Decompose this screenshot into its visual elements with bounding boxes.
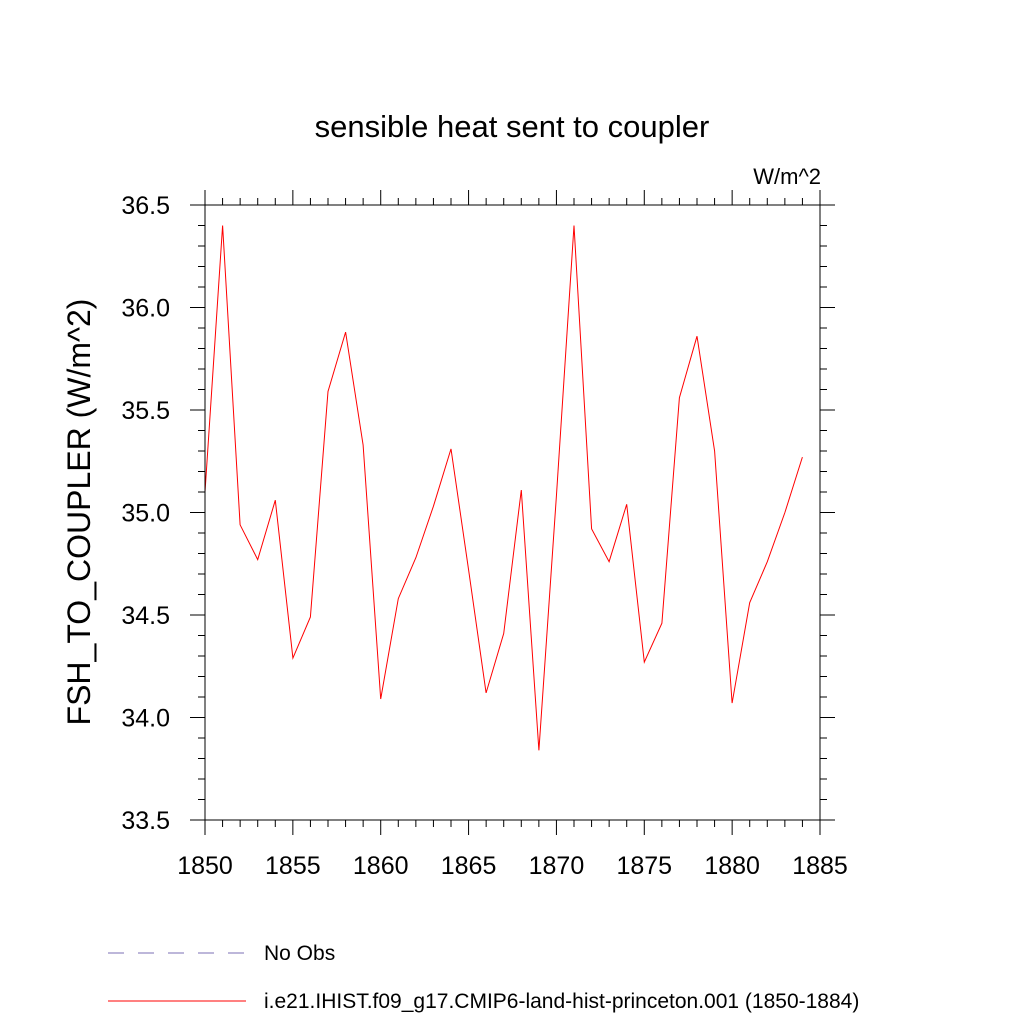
series-lines: [204, 225, 803, 751]
legend-entry-no-obs: No Obs: [264, 942, 335, 965]
y-tick-label: 34.0: [121, 705, 170, 733]
x-tick-label: 1885: [792, 852, 848, 880]
y-tick-label: 35.5: [121, 397, 170, 425]
y-tick-label: 35.0: [121, 500, 170, 528]
y-tick-label: 33.5: [121, 807, 170, 835]
units-label: W/m^2: [753, 164, 821, 189]
legend: No Obs i.e21.IHIST.f09_g17.CMIP6-land-hi…: [108, 942, 859, 1013]
y-tick-label: 36.0: [121, 295, 170, 323]
y-tick-label: 34.5: [121, 602, 170, 630]
axis-ticks: [190, 190, 835, 835]
y-tick-label: 36.5: [121, 192, 170, 220]
legend-entry-model-run: i.e21.IHIST.f09_g17.CMIP6-land-hist-prin…: [264, 990, 859, 1013]
x-tick-label: 1850: [177, 852, 233, 880]
x-tick-label: 1880: [704, 852, 760, 880]
plot-frame: [204, 204, 821, 821]
y-axis-label: FSH_TO_COUPLER (W/m^2): [61, 299, 97, 726]
x-tick-label: 1865: [441, 852, 497, 880]
x-tick-label: 1855: [265, 852, 321, 880]
x-tick-label: 1860: [353, 852, 409, 880]
tick-labels: 1850 1855 1860 1865 1870 1875 1880 1885 33.5 34.0…: [121, 192, 847, 880]
x-tick-label: 1870: [529, 852, 585, 880]
x-tick-label: 1875: [616, 852, 672, 880]
chart-title: sensible heat sent to coupler: [315, 109, 710, 144]
series-line: [204, 225, 803, 751]
